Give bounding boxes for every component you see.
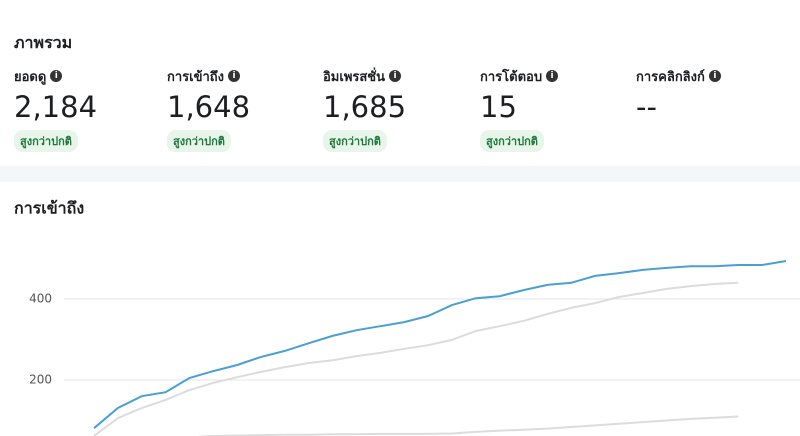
metric-label: อิมเพรสชั่น: [323, 69, 386, 85]
metric-badge: สูงกว่าปกติ: [167, 130, 231, 152]
section-title: ภาพรวม: [14, 33, 73, 52]
metric-value: 2,184: [14, 90, 98, 124]
metric-label-row: การคลิกลิงก์ i: [636, 66, 786, 86]
metric-value: --: [636, 90, 657, 124]
metric-badge: สูงกว่าปกติ: [323, 130, 387, 152]
metric-value: 15: [480, 90, 517, 124]
metric-label: การเข้าถึง: [167, 69, 225, 85]
metric: อิมเพรสชั่น i 1,685 สูงกว่าปกติ: [323, 66, 473, 152]
metric: การโต้ตอบ i 15 สูงกว่าปกติ: [480, 66, 630, 152]
info-icon[interactable]: i: [228, 70, 241, 82]
metric-value: 1,648: [167, 90, 251, 124]
series-line: [93, 281, 739, 436]
info-icon[interactable]: i: [389, 70, 402, 82]
info-icon[interactable]: i: [546, 70, 559, 82]
metric-label-row: การเข้าถึง i: [167, 66, 317, 86]
series-line: [196, 415, 739, 436]
metric-badge: สูงกว่าปกติ: [14, 130, 78, 152]
metric-label-row: อิมเพรสชั่น i: [323, 66, 473, 86]
metric: การเข้าถึง i 1,648 สูงกว่าปกติ: [167, 66, 317, 152]
overview-card: ภาพรวม ยอดดู i 2,184 สูงกว่าปกติ การเข้าถึง i…: [0, 0, 800, 166]
series-line: [93, 260, 787, 429]
info-icon[interactable]: i: [50, 70, 63, 82]
metric-label-row: การโต้ตอบ i: [480, 66, 630, 86]
metric: ยอดดู i 2,184 สูงกว่าปกติ: [14, 66, 164, 152]
plot-area: [93, 260, 787, 436]
metric-label-row: ยอดดู i: [14, 66, 164, 86]
metric-value: 1,685: [323, 90, 407, 124]
y-tick-label: 200: [29, 373, 52, 387]
metric-badge: สูงกว่าปกติ: [480, 130, 544, 152]
metric-label: การคลิกลิงก์: [636, 69, 705, 85]
y-tick-label: 400: [29, 292, 52, 306]
metric-label: การโต้ตอบ: [480, 69, 543, 85]
divider: [0, 166, 800, 182]
metric: การคลิกลิงก์ i --: [636, 66, 786, 128]
metric-label: ยอดดู: [14, 69, 47, 85]
chart-title: การเข้าถึง: [14, 199, 84, 218]
info-icon[interactable]: i: [708, 70, 721, 82]
